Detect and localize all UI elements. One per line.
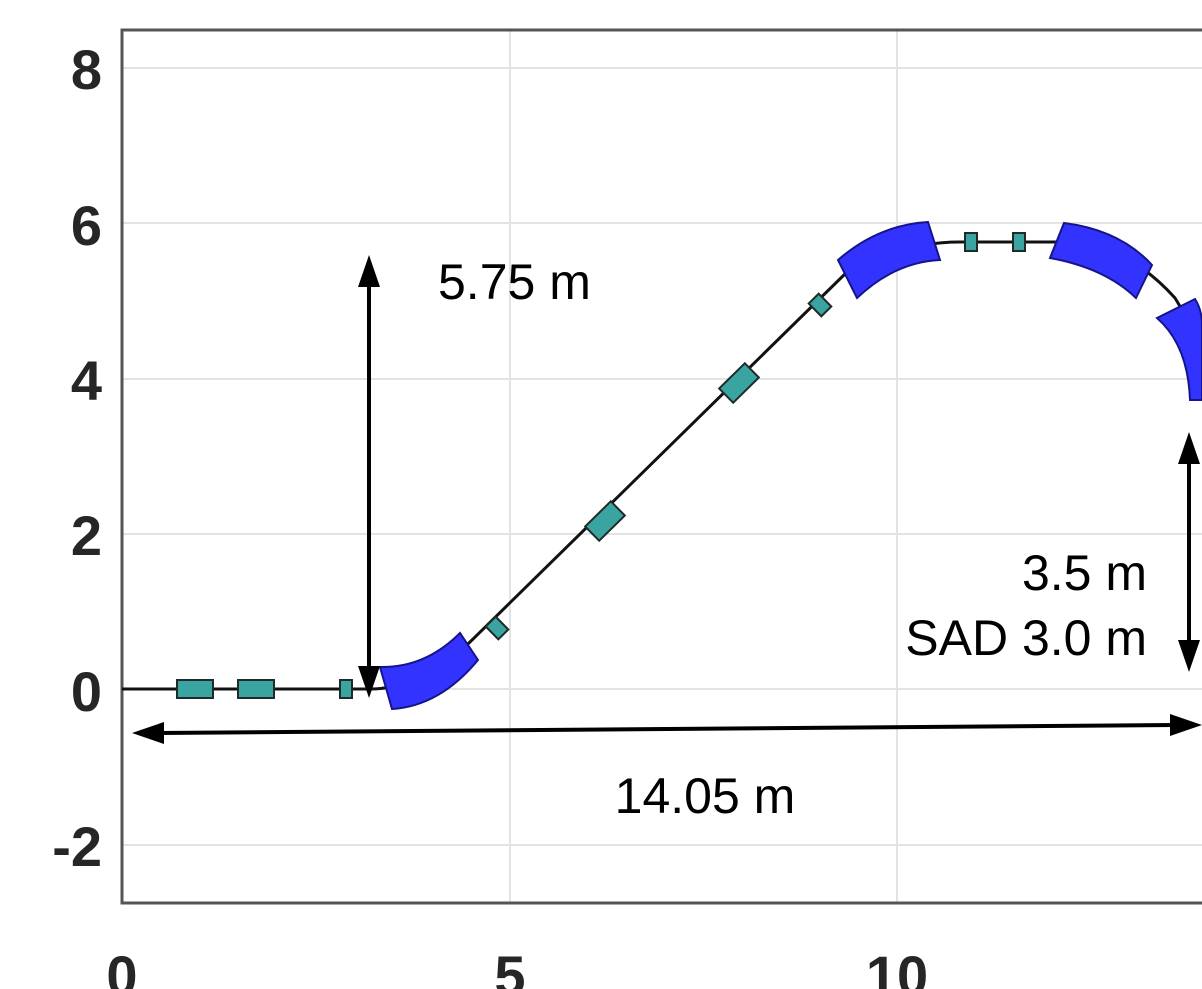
x-tick-label: 10 [866, 944, 928, 989]
y-tick-label: 0 [71, 660, 102, 723]
length-arrow-head-left [132, 722, 164, 744]
height-arrow-head-up [358, 255, 380, 287]
quadrupole-magnet [583, 499, 627, 543]
drop-arrow-head-up [1178, 432, 1200, 464]
x-tick-label: 0 [106, 944, 137, 989]
sad-label: SAD 3.0 m [905, 610, 1147, 666]
height-arrow-head-down [358, 666, 380, 698]
quadrupole-magnet [237, 679, 275, 699]
y-tick-label: 6 [71, 194, 102, 257]
x-tick-label: 5 [494, 944, 525, 989]
quadrupole-magnet [484, 615, 510, 641]
dimension-arrows [132, 255, 1202, 744]
y-tick-label: 2 [71, 504, 102, 567]
plot-area [122, 30, 1202, 903]
dipole-magnet [836, 220, 942, 300]
y-axis: 8 6 4 2 0 -2 [52, 38, 102, 878]
x-axis: 0 5 10 [106, 944, 928, 989]
quadrupole-magnet [807, 292, 833, 318]
length-label: 14.05 m [615, 768, 796, 824]
dipoles [378, 220, 1202, 711]
y-tick-label: 4 [71, 349, 102, 412]
dipole-magnet [1048, 221, 1154, 300]
height-label: 5.75 m [438, 254, 591, 310]
quadrupole-magnet [339, 679, 353, 699]
y-tick-label: -2 [52, 815, 102, 878]
plot-frame [120, 28, 1202, 905]
y-tick-label: 8 [71, 38, 102, 101]
quadrupole-magnet [1012, 232, 1026, 252]
quadrupole-magnet [717, 361, 761, 405]
dipole-magnet [1155, 297, 1202, 401]
quadrupole-magnet [964, 232, 978, 252]
length-arrow [157, 723, 1177, 735]
quadrupole-magnet [176, 679, 214, 699]
drop-label: 3.5 m [1022, 545, 1147, 601]
length-arrow-head-right [1170, 714, 1202, 736]
dipole-magnet [378, 631, 480, 711]
quadrupoles [176, 232, 1026, 699]
grid [122, 30, 1202, 903]
drop-arrow-head-down [1178, 640, 1200, 672]
